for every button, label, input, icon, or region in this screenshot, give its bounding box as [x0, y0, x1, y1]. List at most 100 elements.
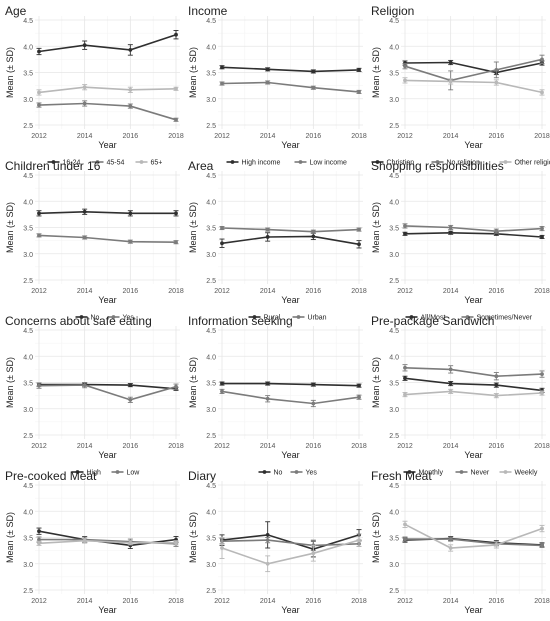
panel-8: Information seeking 2.5 3.0 3.5 4.0 4.5 2012 20…: [188, 314, 367, 477]
legend-item: Low income: [294, 160, 347, 167]
legend-label: No: [274, 470, 283, 477]
legend: High Low: [71, 470, 140, 477]
y-tick-label: 3.0: [206, 252, 216, 259]
data-point: [403, 392, 407, 397]
y-tick-label: 2.5: [206, 433, 216, 440]
legend-label: High income: [242, 160, 281, 167]
x-tick-label: 2012: [31, 133, 47, 140]
legend-item: Rural: [248, 315, 281, 322]
data-point: [357, 383, 361, 388]
data-point: [37, 537, 41, 542]
series-line: [404, 79, 543, 94]
series-line: [38, 539, 176, 545]
x-tick-label: 2012: [31, 598, 47, 605]
y-axis-label: Mean (± SD): [5, 202, 15, 253]
y-tick-label: 4.5: [23, 483, 33, 490]
series-line: [404, 377, 543, 392]
y-tick-label: 2.5: [206, 588, 216, 595]
x-tick-label: 2014: [260, 133, 276, 140]
panel-6: Shopping responsibilities 2.5 3.0 3.5 4.0 4.5…: [371, 159, 550, 322]
x-tick-label: 2014: [77, 443, 93, 450]
series-3: [36, 84, 179, 96]
data-point: [448, 537, 453, 541]
data-point: [357, 395, 361, 400]
data-point: [403, 64, 407, 69]
data-point: [540, 226, 544, 231]
x-axis-label: Year: [98, 140, 116, 150]
data-point: [403, 537, 407, 541]
data-point: [174, 211, 178, 216]
y-tick-label: 3.5: [206, 71, 216, 78]
x-tick-label: 2012: [214, 443, 230, 450]
legend: Christian No religion Other religion: [371, 160, 550, 167]
data-point: [540, 235, 544, 239]
legend-label: Christian: [387, 160, 415, 167]
data-point: [448, 225, 453, 230]
data-point: [37, 529, 41, 534]
x-tick-label: 2014: [443, 598, 459, 605]
legend-swatch-point: [262, 470, 267, 474]
series-line: [404, 390, 543, 397]
y-tick-label: 3.5: [206, 536, 216, 543]
legend-label: 16-24: [63, 160, 81, 167]
series-line: [38, 86, 177, 94]
panel-title: Religion: [371, 4, 414, 18]
major-gridlines: [401, 16, 546, 129]
y-tick-label: 4.5: [206, 483, 216, 490]
y-tick-label: 4.5: [206, 18, 216, 25]
x-tick-label: 2018: [168, 288, 184, 295]
series-line: [404, 231, 543, 238]
x-tick-label: 2012: [397, 133, 413, 140]
y-tick-label: 2.5: [389, 433, 399, 440]
y-axis-label: Mean (± SD): [188, 357, 198, 408]
x-axis-label: Year: [98, 450, 116, 460]
panel-5: Area 2.5 3.0 3.5 4.0 4.5 2012 2014 2016 2018 Year M…: [188, 159, 367, 322]
y-tick-label: 3.0: [206, 407, 216, 414]
x-tick-label: 2014: [260, 443, 276, 450]
series-1: [219, 232, 362, 249]
legend-label: Sometimes/Never: [477, 315, 533, 322]
series-line: [221, 539, 360, 547]
y-tick-label: 2.5: [389, 278, 399, 285]
x-axis-label: Year: [464, 295, 482, 305]
data-point: [265, 235, 270, 239]
series-line: [38, 384, 177, 401]
data-point: [128, 48, 133, 52]
legend-swatch-point: [294, 470, 299, 474]
data-point: [174, 86, 178, 91]
x-tick-label: 2016: [306, 288, 322, 295]
data-point: [540, 391, 544, 395]
y-tick-label: 3.5: [23, 71, 33, 78]
y-tick-label: 2.5: [206, 123, 216, 130]
data-point: [311, 401, 316, 406]
legend: Rural Urban: [248, 315, 327, 322]
data-point: [403, 522, 407, 527]
panel-title: Age: [5, 4, 27, 18]
legend-label: No: [91, 315, 100, 322]
legend-item: 16-24: [47, 160, 81, 167]
x-tick-label: 2018: [168, 133, 184, 140]
legend-item: Yes: [290, 470, 317, 477]
panel-title: Concerns about safe eating: [5, 314, 152, 328]
x-tick-label: 2016: [306, 598, 322, 605]
data-point: [174, 32, 178, 37]
series-2: [219, 388, 362, 408]
y-tick-label: 4.0: [389, 44, 399, 51]
x-axis-label: Year: [281, 450, 299, 460]
y-tick-label: 3.5: [389, 381, 399, 388]
panel-title: Children under 16: [5, 159, 101, 173]
data-point: [174, 384, 178, 389]
data-point: [265, 227, 270, 232]
x-axis-label: Year: [464, 450, 482, 460]
x-axis-label: Year: [464, 140, 482, 150]
y-tick-label: 3.0: [206, 562, 216, 569]
panel-4: Children under 16 2.5 3.0 3.5 4.0 4.5 2012 2014…: [5, 159, 184, 322]
major-gridlines: [218, 171, 363, 284]
legend-label: 45-54: [107, 160, 125, 167]
series-line: [221, 235, 360, 246]
series-line: [404, 61, 543, 74]
y-axis-label: Mean (± SD): [371, 512, 381, 563]
y-tick-label: 4.0: [206, 44, 216, 51]
series-line: [221, 66, 360, 73]
